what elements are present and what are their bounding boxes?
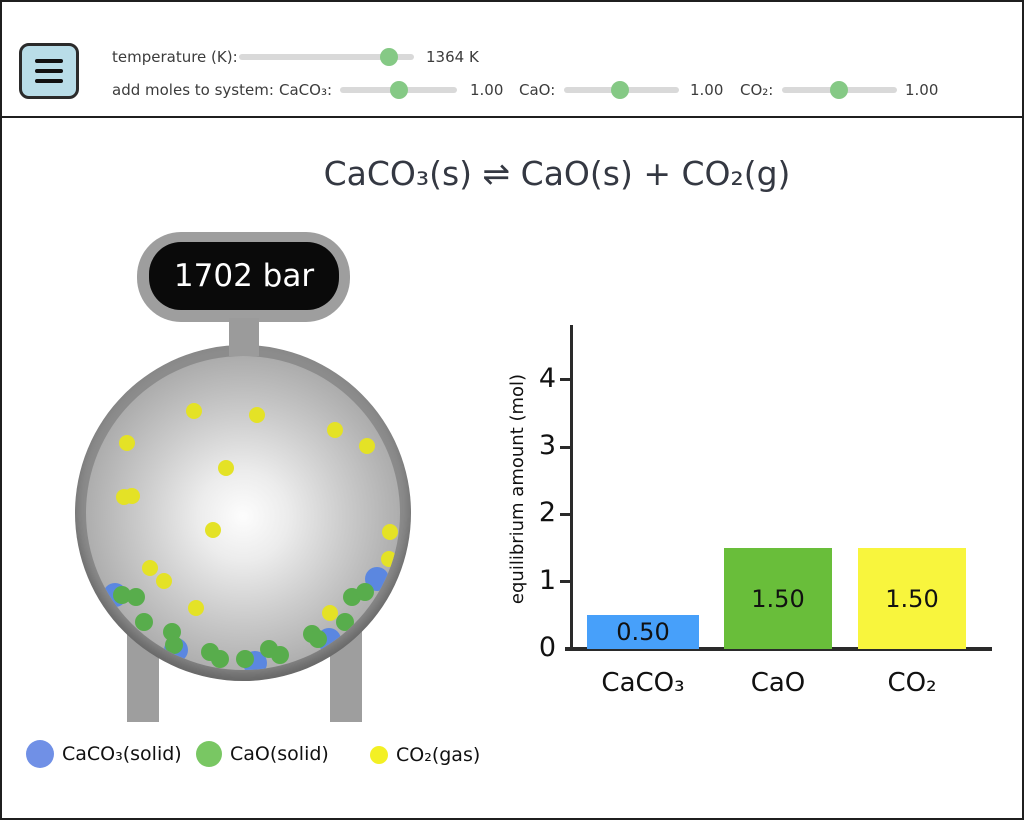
gauge-stem [229,318,259,356]
y-tick-label: 1 [538,564,556,596]
cao-slider-thumb[interactable] [610,81,629,99]
particle-cao [356,583,374,601]
co2-swatch-icon [370,746,388,764]
y-tick [560,378,570,382]
y-tick [560,512,570,516]
bar-CO₂: 1.50 [858,548,966,649]
slider-value-caco3: 1.00 [470,81,504,99]
particle-co2 [205,522,221,538]
particle-cao [271,646,289,664]
caco3-swatch-icon [26,740,54,768]
chart-y-axis [570,325,573,651]
particle-co2 [218,460,234,476]
pressure-readout: 1702 bar [149,242,339,310]
y-tick-label: 0 [538,632,556,663]
slider-label-caco3: CaCO₃: [279,81,333,99]
particle-co2 [124,488,140,504]
bar-CaO: 1.50 [724,548,832,649]
particle-co2 [186,403,202,419]
slider-label-cao: CaO: [519,81,556,99]
y-tick-label: 3 [538,430,556,462]
particle-cao [336,613,354,631]
temperature-slider-track[interactable] [239,48,414,66]
toolbar-separator [2,116,1022,118]
y-tick-label: 2 [538,497,556,529]
cao-slider-track[interactable] [564,81,679,99]
temperature-label: temperature (K): [112,48,238,66]
particle-cao [309,630,327,648]
temperature-value: 1364 K [426,48,479,66]
particle-co2 [156,573,172,589]
particle-co2 [142,560,158,576]
particle-cao [211,650,229,668]
temperature-slider-thumb[interactable] [380,48,399,66]
particle-cao [135,613,153,631]
y-tick [560,580,570,584]
cao-swatch-icon [196,741,222,767]
y-tick [560,445,570,449]
x-category-label: CO₂ [887,668,937,698]
legend-item-cao: CaO(solid) [196,741,329,767]
particle-cao [165,636,183,654]
particle-co2 [327,422,343,438]
co2-slider-track[interactable] [782,81,897,99]
legend-item-co2: CO₂(gas) [370,744,480,766]
particle-co2 [322,605,338,621]
particle-co2 [249,407,265,423]
legend-item-caco3: CaCO₃(solid) [26,740,182,768]
caco3-slider-track[interactable] [340,81,457,99]
y-tick-label: 4 [538,362,556,394]
particle-cao [113,586,131,604]
caco3-slider-thumb[interactable] [389,81,408,99]
slider-label-co2: CO₂: [740,81,774,99]
legend-label-co2: CO₂(gas) [396,744,481,766]
particle-co2 [381,551,397,567]
legend-label-cao: CaO(solid) [230,743,329,765]
x-category-label: CaCO₃ [601,668,685,698]
particle-co2 [359,438,375,454]
add-moles-label: add moles to system: [112,81,274,99]
legend-label-caco3: CaCO₃(solid) [62,743,182,765]
bar-CaCO₃: 0.50 [587,615,699,649]
chart-x-axis [565,647,992,651]
particle-cao [236,650,254,668]
reaction-equation: CaCO₃(s) ⇌ CaO(s) + CO₂(g) [323,154,791,193]
particle-layer [86,356,400,670]
co2-slider-thumb[interactable] [829,81,848,99]
particle-co2 [382,524,398,540]
x-category-label: CaO [750,668,806,698]
particle-co2 [119,435,135,451]
slider-value-cao: 1.00 [690,81,724,99]
particle-co2 [188,600,204,616]
particle-cao [127,588,145,606]
slider-value-co2: 1.00 [905,81,939,99]
menu-button[interactable] [19,43,79,99]
